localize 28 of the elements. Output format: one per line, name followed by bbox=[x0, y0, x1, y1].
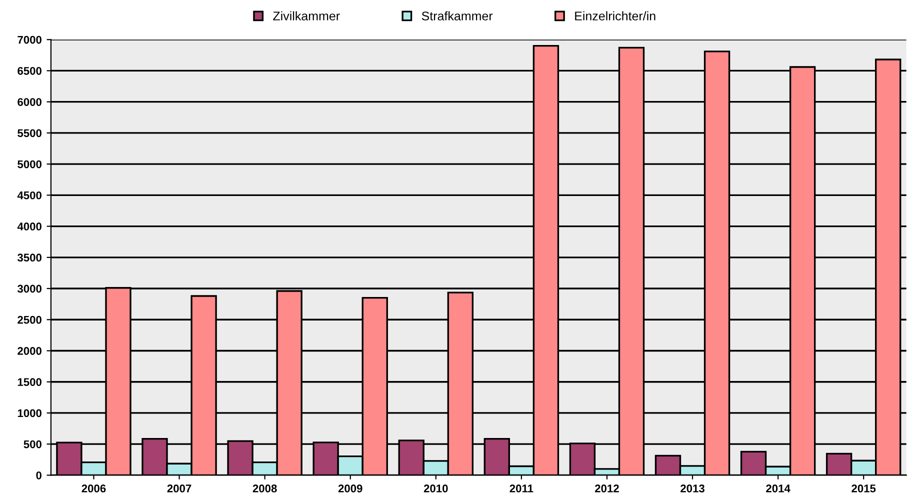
y-tick-label: 1000 bbox=[18, 409, 42, 418]
y-tick-label: 5000 bbox=[18, 160, 42, 168]
x-tick-label: 2013 bbox=[680, 484, 704, 492]
y-tick-label: 1500 bbox=[18, 378, 42, 386]
y-tick-label: 0 bbox=[36, 471, 42, 480]
x-tick-label: 2012 bbox=[595, 484, 619, 492]
x-tick-label: 2008 bbox=[252, 484, 277, 492]
x-tick-label: 2009 bbox=[338, 484, 362, 492]
legend-label: Strafkammer bbox=[422, 11, 493, 20]
y-tick-label: 7000 bbox=[18, 36, 42, 44]
x-tick-label: 2006 bbox=[82, 484, 106, 492]
x-tick-label: 2010 bbox=[424, 484, 448, 492]
legend-label: Einzelrichter/in bbox=[575, 11, 656, 20]
y-tick-label: 3000 bbox=[17, 284, 42, 293]
y-tick-label: 2000 bbox=[18, 347, 42, 355]
x-tick-label: 2011 bbox=[510, 484, 534, 492]
y-tick-label: 5500 bbox=[18, 129, 42, 138]
y-tick-label: 6000 bbox=[18, 98, 42, 106]
legend-label: Zivilkammer bbox=[273, 11, 340, 20]
x-tick-label: 2014 bbox=[766, 484, 790, 492]
y-tick-label: 4500 bbox=[17, 191, 42, 200]
y-tick-label: 4000 bbox=[17, 222, 42, 230]
x-tick-label: 2015 bbox=[852, 484, 876, 492]
y-tick-label: 3500 bbox=[17, 254, 42, 262]
y-tick-label: 6500 bbox=[18, 66, 42, 75]
y-tick-label: 500 bbox=[24, 440, 42, 448]
x-tick-label: 2007 bbox=[167, 484, 192, 492]
y-tick-label: 2500 bbox=[18, 316, 42, 324]
